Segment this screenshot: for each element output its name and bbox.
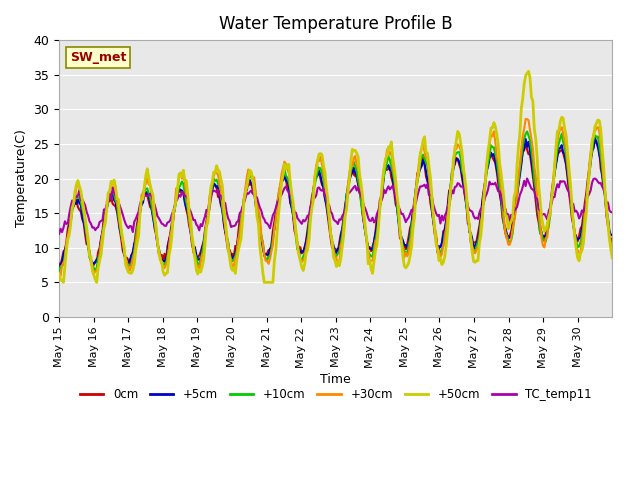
Legend: 0cm, +5cm, +10cm, +30cm, +50cm, TC_temp11: 0cm, +5cm, +10cm, +30cm, +50cm, TC_temp1…: [75, 384, 596, 406]
Y-axis label: Temperature(C): Temperature(C): [15, 130, 28, 228]
Text: SW_met: SW_met: [70, 51, 127, 64]
X-axis label: Time: Time: [321, 373, 351, 386]
Title: Water Temperature Profile B: Water Temperature Profile B: [219, 15, 452, 33]
